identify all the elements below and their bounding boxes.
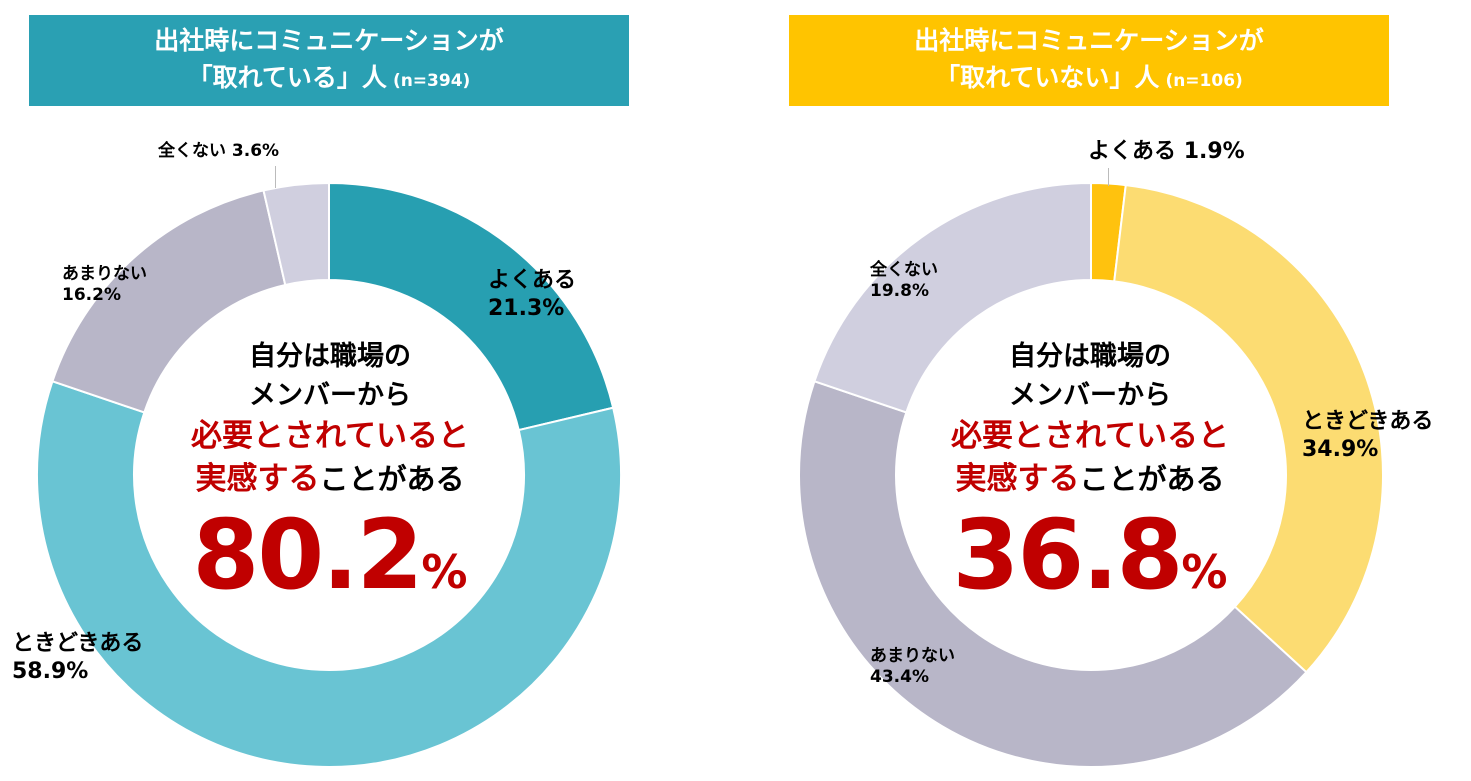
right-label-mattaku-nai-cat: 全くない [870, 260, 938, 280]
left-label-yoku-aru: よくある 21.3% [488, 268, 577, 321]
left-center-line3: 必要とされていると [190, 418, 470, 454]
left-label-mattaku-nai-cat: 全くない [158, 141, 226, 161]
right-chart-header: 出社時にコミュニケーションが 「取れていない」人 (n=106) [789, 15, 1389, 106]
left-label-mattaku-nai-val: 3.6 [231, 141, 263, 161]
left-center-unit: % [421, 545, 468, 599]
right-label-yoku-aru-cat: よくある [1088, 139, 1177, 164]
left-title-line1: 出社時にコミュニケーションが [154, 25, 504, 55]
right-label-tokidoki-aru-val: 34.9 [1302, 436, 1357, 462]
left-slice-yoku-aru [328, 181, 615, 432]
left-slice-tokidoki-aru [36, 380, 622, 768]
right-label-yoku-aru-val: 1.9 [1183, 139, 1223, 164]
left-label-amari-nai: あまりない 16.2% [62, 264, 147, 306]
left-center-value: 80.2 [192, 499, 424, 611]
right-center-percentage: 36.8% [910, 507, 1270, 603]
right-slice-amari-nai [798, 380, 1308, 768]
right-center-line4-rest: ことがある [1079, 462, 1225, 496]
left-slice-mattaku-nai [262, 181, 330, 287]
left-center-text: 自分は職場の メンバーから 必要とされていると 実感することがある 80.2% [150, 337, 510, 603]
left-center-line1: 自分は職場の [249, 341, 411, 372]
right-title-line2: 「取れていない」人 [935, 62, 1160, 92]
left-chart-header: 出社時にコミュニケーションが 「取れている」人 (n=394) [29, 15, 629, 106]
left-label-yoku-aru-val: 21.3 [488, 295, 543, 321]
right-label-tokidoki-aru-cat: ときどきある [1302, 409, 1434, 434]
left-center-percentage: 80.2% [150, 507, 510, 603]
right-center-line3: 必要とされていると [950, 418, 1230, 454]
left-donut-chart [36, 181, 622, 768]
left-label-leader [275, 166, 276, 188]
left-label-amari-nai-cat: あまりない [62, 264, 147, 284]
right-center-line4-highlight: 実感する [955, 461, 1080, 497]
right-label-leader [1108, 168, 1109, 186]
right-center-text: 自分は職場の メンバーから 必要とされていると 実感することがある 36.8% [910, 337, 1270, 603]
right-label-amari-nai-val: 43.4 [870, 667, 912, 688]
left-label-yoku-aru-cat: よくある [488, 268, 577, 293]
right-label-mattaku-nai: 全くない 19.8% [870, 260, 938, 302]
left-center-line4-rest: ことがある [319, 462, 465, 496]
left-sample-size: (n=394) [392, 70, 471, 91]
right-center-line2: メンバーから [1009, 380, 1171, 411]
right-donut-chart [798, 181, 1384, 768]
right-center-line1: 自分は職場の [1009, 341, 1171, 372]
right-label-amari-nai: あまりない 43.4% [870, 646, 955, 688]
right-title-line1: 出社時にコミュニケーションが [914, 25, 1264, 55]
left-center-line2: メンバーから [249, 380, 411, 411]
right-label-mattaku-nai-val: 19.8 [870, 281, 912, 302]
right-center-unit: % [1181, 545, 1228, 599]
right-center-value: 36.8 [952, 499, 1184, 611]
right-panel: 出社時にコミュニケーションが 「取れていない」人 (n=106) よくある 1.9… [736, 0, 1471, 781]
right-sample-size: (n=106) [1165, 70, 1243, 91]
left-label-amari-nai-val: 16.2 [62, 285, 104, 306]
right-label-yoku-aru: よくある 1.9% [1088, 139, 1245, 164]
left-center-line4-highlight: 実感する [195, 461, 320, 497]
right-slice-tokidoki-aru [1113, 183, 1384, 674]
right-label-amari-nai-cat: あまりない [870, 646, 955, 666]
left-label-tokidoki-aru: ときどきある 58.9% [12, 631, 144, 684]
left-panel: 出社時にコミュニケーションが 「取れている」人 (n=394) よくある 21.3… [0, 0, 735, 781]
left-title-line2: 「取れている」人 [187, 62, 387, 92]
right-label-tokidoki-aru: ときどきある 34.9% [1302, 409, 1434, 462]
left-label-tokidoki-aru-val: 58.9 [12, 658, 67, 684]
left-label-mattaku-nai: 全くない 3.6% [158, 141, 280, 161]
left-label-tokidoki-aru-cat: ときどきある [12, 631, 144, 656]
right-slice-mattaku-nai [813, 181, 1092, 414]
